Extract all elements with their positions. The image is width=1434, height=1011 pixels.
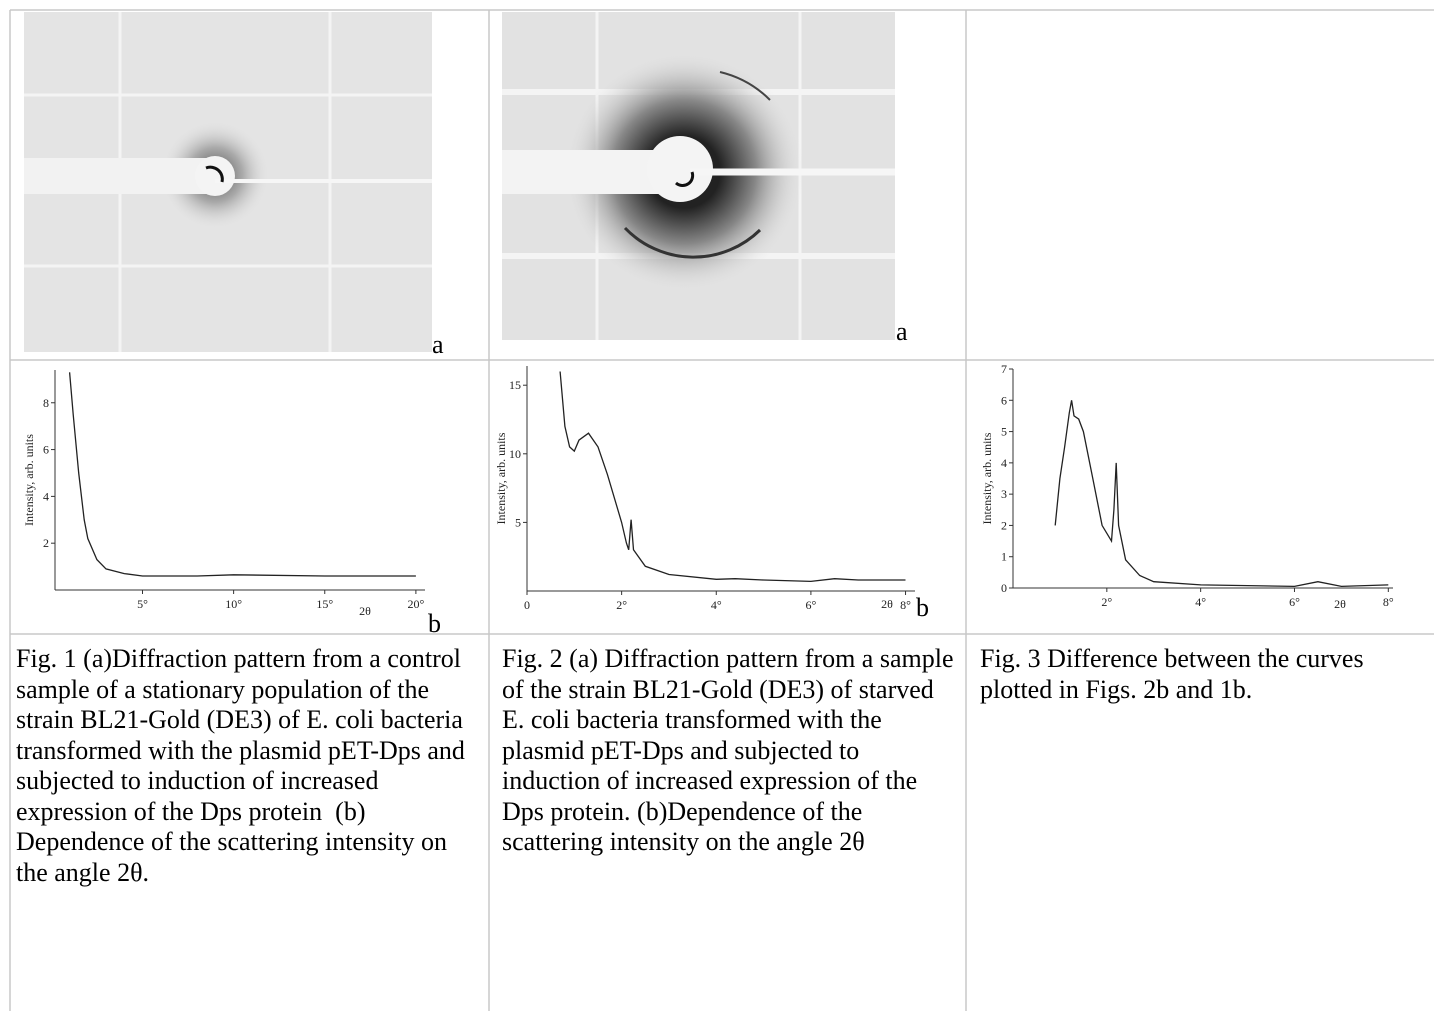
data-line [68, 372, 416, 577]
x-axis-label: 2θ [881, 597, 893, 611]
y-axis-label: Intensity, arb. units [494, 432, 508, 524]
x-tick-label: 20° [407, 597, 424, 611]
x-tick-label: 4° [711, 598, 722, 612]
image-label: a [432, 330, 444, 359]
y-tick-label: 6 [1001, 393, 1007, 407]
y-axis-label: Intensity, arb. units [980, 432, 994, 524]
y-tick-label: 3 [1001, 487, 1007, 501]
x-tick-label: 8° [1383, 595, 1394, 609]
x-tick-label: 2° [616, 598, 627, 612]
y-tick-label: 0 [1001, 581, 1007, 595]
x-axis-label: 2θ [1334, 597, 1346, 611]
x-tick-label: 6° [805, 598, 816, 612]
y-tick-label: 2 [1001, 518, 1007, 532]
y-tick-label: 2 [43, 536, 49, 550]
diffraction-image-1 [24, 12, 432, 352]
x-tick-label: 8° [900, 598, 911, 612]
data-line [1054, 400, 1389, 588]
y-tick-label: 5 [515, 515, 521, 529]
table-borders [9, 9, 1434, 1011]
x-tick-label: 2° [1101, 595, 1112, 609]
caption: Fig. 1 (a)Diffraction pattern from a con… [16, 644, 472, 887]
y-tick-label: 6 [43, 443, 49, 457]
x-tick-label: 5° [137, 597, 148, 611]
diffraction-image-2 [502, 12, 895, 340]
image-label: a [896, 317, 908, 346]
x-axis-label: 2θ [359, 604, 371, 618]
x-tick-label: 15° [316, 597, 333, 611]
y-tick-label: 1 [1001, 550, 1007, 564]
y-tick-label: 10 [509, 447, 521, 461]
caption: Fig. 3 Difference between the curves plo… [980, 644, 1371, 704]
y-tick-label: 4 [1001, 456, 1007, 470]
caption: Fig. 2 (a) Diffraction pattern from a sa… [502, 644, 960, 856]
y-tick-label: 8 [43, 396, 49, 410]
y-tick-label: 15 [509, 378, 521, 392]
panel-label: b [428, 609, 441, 638]
panel-label: b [916, 593, 929, 622]
y-tick-label: 5 [1001, 425, 1007, 439]
x-tick-label: 10° [225, 597, 242, 611]
y-tick-label: 4 [43, 489, 49, 503]
y-axis-label: Intensity, arb. units [22, 434, 36, 526]
x-tick-label: 0 [524, 598, 530, 612]
x-tick-label: 4° [1195, 595, 1206, 609]
data-line [559, 371, 906, 583]
y-tick-label: 7 [1001, 362, 1007, 376]
x-tick-label: 6° [1289, 595, 1300, 609]
